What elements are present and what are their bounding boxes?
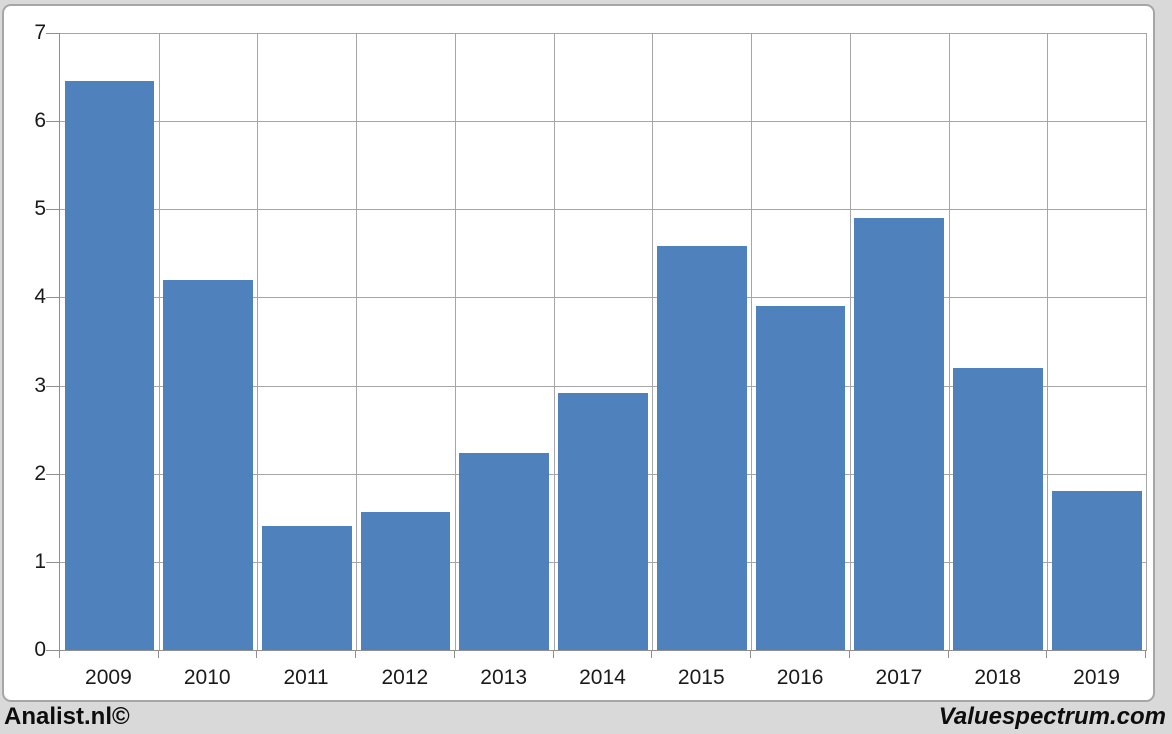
footer-brand-analist: Analist.nl©	[4, 703, 130, 730]
bar-2011	[261, 525, 352, 650]
y-tick-3	[46, 385, 59, 387]
y-tick-4	[46, 297, 59, 299]
bar-2015	[656, 246, 747, 650]
bar-2017	[854, 218, 945, 650]
x-axis-label-2013: 2013	[480, 666, 528, 689]
y-axis-label-0: 0	[34, 638, 46, 661]
x-tick-10	[1046, 651, 1048, 658]
x-tick-0	[59, 651, 60, 658]
x-axis-label-2015: 2015	[677, 666, 725, 689]
bar-slot-2011	[257, 33, 356, 650]
y-tick-2	[46, 473, 59, 475]
x-axis-label-2011: 2011	[283, 666, 329, 689]
gridline-y-3	[60, 385, 1146, 387]
x-tick-2	[256, 651, 258, 658]
x-axis: 2009 2010 2011 2012 2013 2014 2015 2016 2017 2018…	[59, 661, 1146, 695]
y-tick-0	[46, 650, 59, 651]
x-tick-9	[947, 651, 949, 658]
gridline-x-8	[849, 33, 851, 650]
gridline-x-7	[751, 33, 753, 650]
bar-slot-2016	[751, 33, 850, 650]
x-axis-label-2016: 2016	[776, 666, 824, 689]
bar-2014	[558, 392, 648, 650]
x-axis-label-2018: 2018	[974, 666, 1022, 689]
gridline-x-1	[158, 33, 160, 650]
vertical-gridlines	[60, 33, 1146, 650]
x-axis-label-2009: 2009	[85, 666, 132, 689]
footer: Analist.nl© Valuespectrum.com	[0, 702, 1172, 734]
x-tick-11	[1145, 651, 1146, 658]
bar-2018	[953, 367, 1043, 650]
footer-brand-valuespectrum: Valuespectrum.com	[938, 703, 1166, 730]
chart-panel: 0 1 2 3 4 5 6 7 2009 2010 2011 2012 2013 2014 2015 201…	[2, 4, 1155, 702]
bar-slot-2010	[159, 33, 258, 650]
bar-2019	[1051, 491, 1142, 650]
bar-slot-2012	[356, 33, 455, 650]
bar-series	[60, 33, 1146, 650]
gridline-x-3	[356, 33, 358, 650]
bar-2009	[64, 81, 155, 650]
x-tick-3	[355, 651, 357, 658]
y-axis-label-2: 2	[34, 461, 46, 485]
gridline-x-4	[454, 33, 456, 650]
y-axis-label-1: 1	[34, 549, 46, 573]
bar-slot-2015	[652, 33, 751, 650]
gridline-y-4	[60, 297, 1146, 299]
gridline-x-6	[652, 33, 654, 650]
gridline-x-5	[553, 33, 555, 650]
gridline-y-6	[60, 121, 1146, 123]
x-tick-7	[750, 651, 752, 658]
y-axis: 0 1 2 3 4 5 6 7	[8, 22, 46, 661]
y-axis-label-4: 4	[34, 285, 46, 309]
y-tick-6	[46, 121, 59, 123]
x-axis-label-2010: 2010	[183, 666, 231, 689]
gridline-y-5	[60, 209, 1146, 211]
bar-slot-2013	[455, 33, 554, 650]
y-tick-1	[46, 561, 59, 563]
x-axis-label-2019: 2019	[1073, 666, 1120, 689]
y-axis-label-6: 6	[34, 109, 46, 133]
x-axis-label-2012: 2012	[381, 666, 429, 689]
x-tick-6	[651, 651, 653, 658]
bar-2012	[360, 511, 451, 650]
gridline-y-7	[60, 33, 1146, 34]
y-axis-label-7: 7	[34, 21, 46, 44]
bar-2010	[163, 279, 253, 650]
x-tick-5	[552, 651, 554, 658]
y-axis-label-3: 3	[34, 373, 46, 397]
bar-2013	[459, 453, 550, 650]
bar-slot-2014	[554, 33, 653, 650]
y-axis-label-5: 5	[34, 197, 46, 221]
plot-area	[59, 33, 1147, 651]
x-axis-label-2017: 2017	[875, 666, 923, 689]
gridline-x-9	[948, 33, 950, 650]
bar-slot-2009	[60, 33, 159, 650]
gridline-x-10	[1047, 33, 1049, 650]
gridline-x-2	[257, 33, 259, 650]
bar-slot-2019	[1047, 33, 1146, 650]
y-tick-5	[46, 209, 59, 211]
bar-2016	[755, 306, 846, 650]
x-tick-4	[453, 651, 455, 658]
x-tick-1	[157, 651, 159, 658]
x-axis-label-2014: 2014	[579, 666, 626, 689]
y-tick-7	[46, 33, 59, 34]
bar-slot-2017	[850, 33, 949, 650]
x-tick-8	[848, 651, 850, 658]
bar-slot-2018	[949, 33, 1048, 650]
